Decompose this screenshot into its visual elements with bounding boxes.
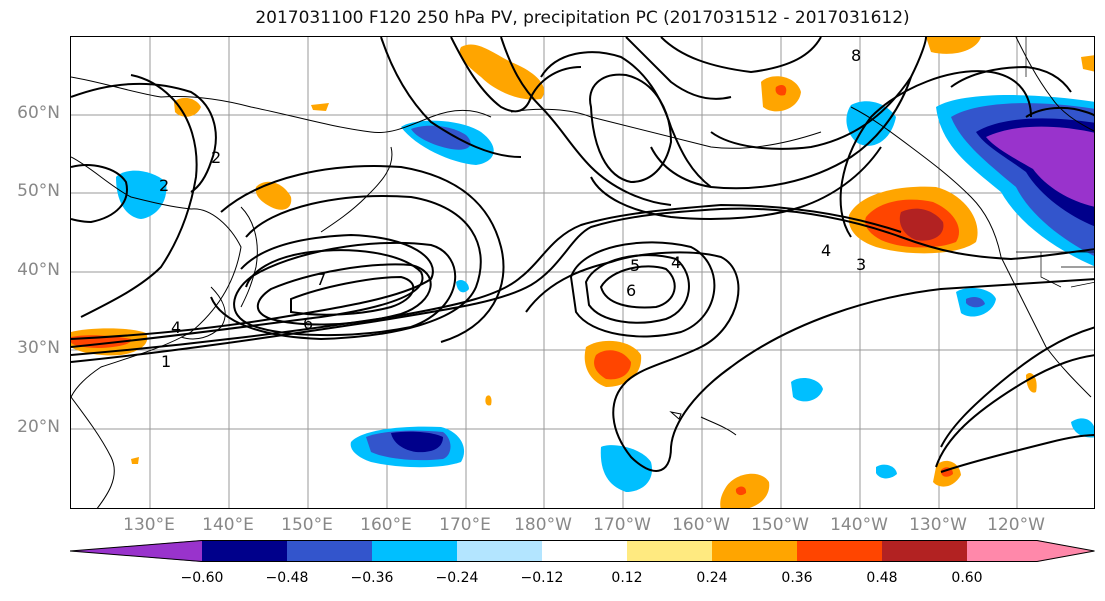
colorbar-tick: 0.24 — [696, 570, 728, 586]
contour-label-6-center: 6 — [626, 281, 636, 300]
colorbar-bin — [542, 540, 627, 562]
colorbar-bin — [287, 540, 372, 562]
lon-label-160e: 160°E — [360, 515, 412, 535]
lat-label-20n: 20°N — [17, 417, 60, 437]
map-panel: 2 2 6 7 1 4 5 4 6 4 3 8 — [70, 36, 1095, 509]
colorbar-tick: −0.48 — [265, 570, 309, 586]
map-svg: 2 2 6 7 1 4 5 4 6 4 3 8 — [71, 37, 1094, 508]
lon-label-170e: 170°E — [439, 515, 491, 535]
lon-label-140e: 140°E — [202, 515, 254, 535]
colorbar-upper-extend — [1037, 540, 1095, 562]
graticule — [71, 37, 1094, 508]
borders — [1016, 37, 1094, 288]
lon-label-120w: 120°W — [987, 515, 1045, 535]
colorbar — [70, 540, 1095, 562]
precip-shading — [71, 37, 1094, 508]
colorbar-bin — [627, 540, 712, 562]
lon-label-130w: 130°W — [909, 515, 967, 535]
colorbar-bin — [967, 540, 1037, 562]
lon-label-130e: 130°E — [123, 515, 175, 535]
lon-label-150e: 150°E — [281, 515, 333, 535]
colorbar-tick: 0.48 — [866, 570, 898, 586]
lon-label-160w: 160°W — [672, 515, 730, 535]
lon-label-150w: 150°W — [751, 515, 809, 535]
contour-label-2-nw: 2 — [211, 148, 221, 167]
lon-label-180w: 180°W — [514, 515, 572, 535]
colorbar-tick: −0.60 — [180, 570, 224, 586]
contour-label-7: 7 — [316, 270, 326, 289]
contour-label-2-west: 2 — [159, 176, 169, 195]
colorbar-bin — [202, 540, 287, 562]
contour-label-3: 3 — [856, 255, 866, 274]
lat-label-60n: 60°N — [17, 103, 60, 123]
contour-label-1: 1 — [161, 352, 171, 371]
colorbar-bin — [797, 540, 882, 562]
contour-label-6: 6 — [303, 314, 313, 333]
colorbar-tick: 0.36 — [781, 570, 813, 586]
colorbar-bin — [457, 540, 542, 562]
contour-label-8: 8 — [851, 46, 861, 65]
colorbar-tick: 0.12 — [611, 570, 643, 586]
colorbar-tick: 0.60 — [951, 570, 983, 586]
lon-label-170w: 170°W — [593, 515, 651, 535]
lat-label-30n: 30°N — [17, 338, 60, 358]
pv-contours — [71, 37, 1094, 473]
lat-label-50n: 50°N — [17, 181, 60, 201]
colorbar-lower-extend — [70, 540, 202, 562]
contour-label-4-west: 4 — [171, 318, 181, 337]
figure-title: 2017031100 F120 250 hPa PV, precipitatio… — [255, 8, 910, 28]
contour-label-5: 5 — [630, 256, 640, 275]
contour-label-4-east: 4 — [821, 241, 831, 260]
colorbar-bin — [712, 540, 797, 562]
contour-label-4-center: 4 — [671, 253, 681, 272]
colorbar-outline — [70, 540, 1095, 562]
colorbar-tick: −0.12 — [520, 570, 564, 586]
colorbar-bin — [882, 540, 967, 562]
colorbar-tick: −0.36 — [350, 570, 394, 586]
colorbar-tick: −0.24 — [435, 570, 479, 586]
lon-label-140w: 140°W — [830, 515, 888, 535]
colorbar-bin — [372, 540, 457, 562]
lat-label-40n: 40°N — [17, 260, 60, 280]
